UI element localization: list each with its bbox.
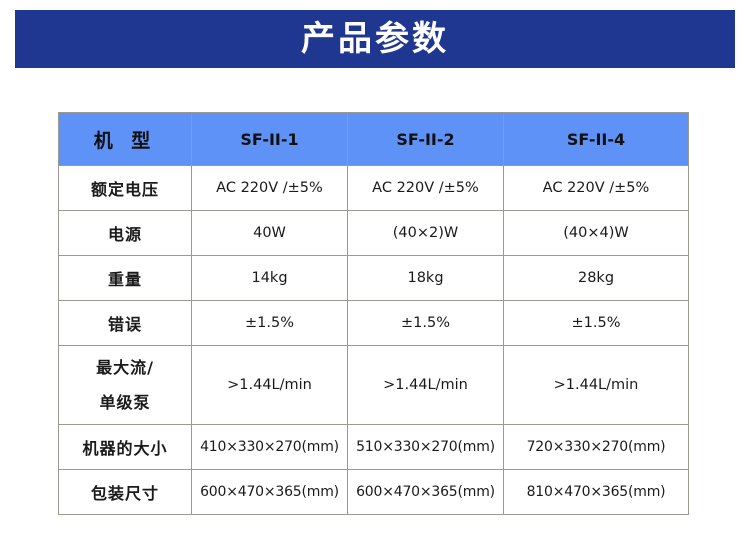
cell-package-size-sf2-2: 600×470×365(mm) [347,469,504,515]
cell-error-sf2-4: ±1.5% [503,300,689,346]
cell-rated-voltage-sf2-4: AC 220V /±5% [503,165,689,211]
cell-weight-sf2-1: 14kg [191,255,348,301]
table-row: 电源 40W (40×2)W (40×4)W [58,210,689,256]
column-header-model: 机 型 [58,112,192,166]
table-head: 机 型 SF-II-1 SF-II-2 SF-II-4 [58,112,689,166]
table-row: 额定电压 AC 220V /±5% AC 220V /±5% AC 220V /… [58,165,689,211]
cell-machine-size-sf2-2: 510×330×270(mm) [347,424,504,470]
page-banner: 产品参数 [15,10,735,68]
row-label-max-flow-line2: 单级泵 [99,393,151,412]
column-header-sf2-4: SF-II-4 [503,112,689,166]
row-label-weight: 重量 [58,255,192,301]
cell-error-sf2-1: ±1.5% [191,300,348,346]
table-row: 错误 ±1.5% ±1.5% ±1.5% [58,300,689,346]
cell-package-size-sf2-1: 600×470×365(mm) [191,469,348,515]
row-label-power: 电源 [58,210,192,256]
row-label-rated-voltage: 额定电压 [58,165,192,211]
row-label-package-size: 包装尺寸 [58,469,192,515]
spec-table-container: 机 型 SF-II-1 SF-II-2 SF-II-4 额定电压 AC 220V… [58,112,689,515]
table-body: 额定电压 AC 220V /±5% AC 220V /±5% AC 220V /… [58,165,689,515]
table-row: 重量 14kg 18kg 28kg [58,255,689,301]
cell-power-sf2-1: 40W [191,210,348,256]
cell-power-sf2-2: (40×2)W [347,210,504,256]
cell-error-sf2-2: ±1.5% [347,300,504,346]
row-label-machine-size: 机器的大小 [58,424,192,470]
row-label-error: 错误 [58,300,192,346]
table-row: 机器的大小 410×330×270(mm) 510×330×270(mm) 72… [58,424,689,470]
cell-package-size-sf2-4: 810×470×365(mm) [503,469,689,515]
cell-max-flow-sf2-4: >1.44L/min [503,345,689,425]
cell-max-flow-sf2-2: >1.44L/min [347,345,504,425]
cell-rated-voltage-sf2-1: AC 220V /±5% [191,165,348,211]
table-row: 包装尺寸 600×470×365(mm) 600×470×365(mm) 810… [58,469,689,515]
cell-weight-sf2-4: 28kg [503,255,689,301]
cell-max-flow-sf2-1: >1.44L/min [191,345,348,425]
row-label-max-flow: 最大流/ 单级泵 [58,345,192,425]
cell-power-sf2-4: (40×4)W [503,210,689,256]
column-header-sf2-1: SF-II-1 [191,112,348,166]
column-header-sf2-2: SF-II-2 [347,112,504,166]
table-header-row: 机 型 SF-II-1 SF-II-2 SF-II-4 [58,112,689,166]
cell-rated-voltage-sf2-2: AC 220V /±5% [347,165,504,211]
cell-weight-sf2-2: 18kg [347,255,504,301]
row-label-max-flow-line1: 最大流/ [96,357,154,377]
cell-machine-size-sf2-1: 410×330×270(mm) [191,424,348,470]
table-row: 最大流/ 单级泵 >1.44L/min >1.44L/min >1.44L/mi… [58,345,689,425]
cell-machine-size-sf2-4: 720×330×270(mm) [503,424,689,470]
page-title: 产品参数 [301,19,449,59]
product-spec-table: 机 型 SF-II-1 SF-II-2 SF-II-4 额定电压 AC 220V… [58,112,689,515]
